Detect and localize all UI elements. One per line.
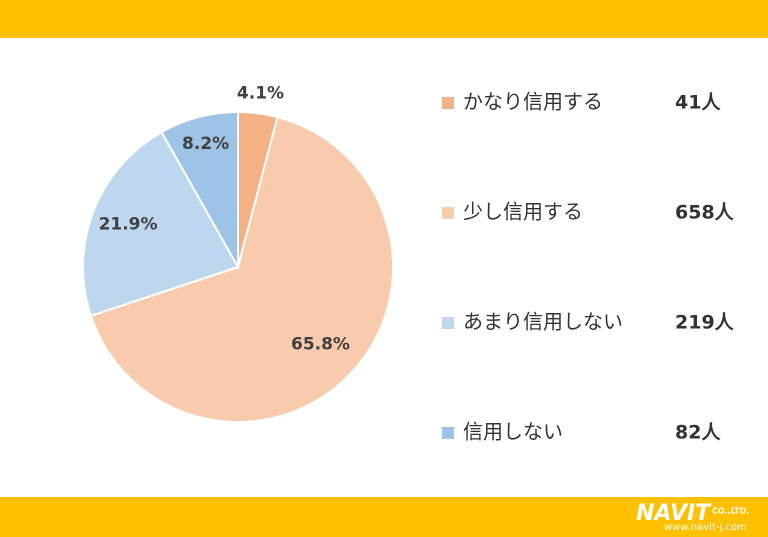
count-label: 41人 (675, 92, 721, 114)
logo-url: www.navit-j.com (664, 522, 747, 533)
bottom-band (0, 497, 768, 537)
slice-label: 21.9% (99, 215, 158, 235)
logo-company: CO.,LTD. (712, 507, 749, 516)
count-label: 658人 (675, 202, 735, 224)
slice-label: 8.2% (182, 134, 229, 154)
pie-slice (89, 115, 394, 423)
pie-slice (160, 110, 239, 271)
legend-label: あまり信用しない (463, 310, 623, 334)
top-band (0, 0, 768, 38)
legend-swatch (442, 207, 454, 219)
legend-label: かなり信用する (463, 90, 603, 114)
legend-label: 信用しない (463, 420, 563, 444)
legend-swatch (442, 427, 454, 439)
legend-label: 少し信用する (463, 200, 583, 224)
count-label: 219人 (675, 312, 735, 334)
legend-swatch (442, 97, 454, 109)
slice-label: 4.1% (237, 83, 284, 103)
pie-slice (82, 130, 240, 318)
count-label: 82人 (675, 422, 721, 444)
logo: NAVIT (636, 501, 712, 526)
legend-swatch (442, 317, 454, 329)
slice-label: 65.8% (291, 334, 350, 354)
